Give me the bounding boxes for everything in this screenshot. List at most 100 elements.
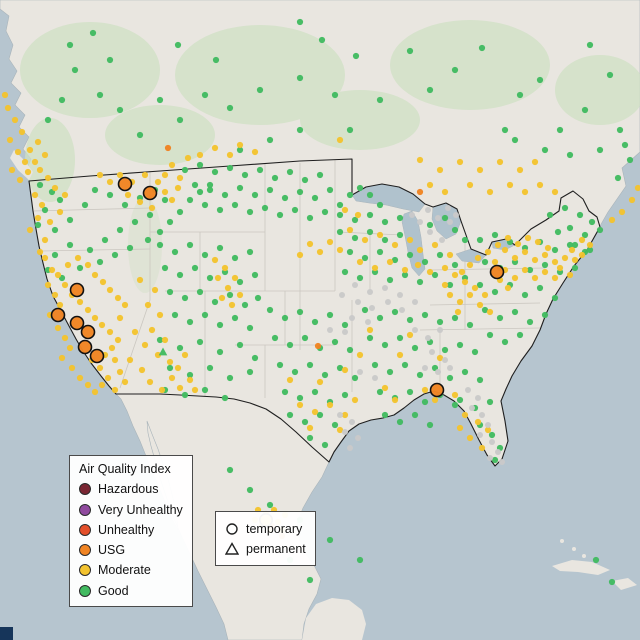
monitor-good [58,96,66,104]
monitor-good [516,91,524,99]
monitor-usg-temporary [489,264,505,280]
monitor-moderate [161,188,169,196]
monitor-moderate [531,274,539,282]
monitor-moderate [326,401,334,409]
monitor-good [246,208,254,216]
monitor-moderate [416,246,424,254]
monitor-no-data [445,205,451,211]
monitor-good [396,334,404,342]
monitor-moderate [168,374,176,382]
monitor-good [256,86,264,94]
monitor-moderate [551,258,559,266]
monitor-good [156,228,164,236]
monitor-good [551,294,559,302]
monitor-good [156,336,164,344]
monitor-no-data [487,455,493,461]
monitor-moderate [514,240,522,248]
monitor-good [246,248,254,256]
monitor-good [396,418,404,426]
monitor-moderate [401,266,409,274]
monitor-no-data [489,439,495,445]
monitor-good [96,258,104,266]
monitor-good [201,91,209,99]
monitor-good [566,224,574,232]
monitor-no-data [367,289,373,295]
monitor-good [581,106,589,114]
monitor-moderate [148,204,156,212]
monitor-good [126,244,134,252]
monitor-good [346,248,354,256]
monitor-no-data [447,365,453,371]
monitor-moderate [116,314,124,322]
monitor-moderate [618,208,626,216]
monitor-moderate [231,274,239,282]
monitor-moderate [121,301,129,309]
yucatan-peninsula [302,598,366,640]
monitor-good [96,91,104,99]
monitor-moderate [458,268,466,276]
monitor-moderate [608,216,616,224]
shape-legend-label: temporary [246,522,303,536]
monitor-good [196,288,204,296]
aqi-legend-label: Very Unhealthy [98,502,183,517]
monitor-good [281,388,289,396]
monitor-moderate [168,161,176,169]
monitor-moderate [191,386,199,394]
monitor-moderate [561,254,569,262]
monitor-good [391,308,399,316]
monitor-good [596,226,604,234]
circle-marker-icon [226,523,238,535]
monitor-good [201,386,209,394]
monitor-good [191,264,199,272]
monitor-good [491,288,499,296]
monitor-moderate [68,364,76,372]
monitor-good [66,216,74,224]
monitor-good [376,96,384,104]
monitor-good [91,186,99,194]
monitor-good [281,194,289,202]
monitor-moderate [41,254,49,262]
lake-michigan [401,210,426,277]
monitor-no-data [425,207,431,213]
monitor-no-data [347,445,353,451]
monitor-moderate [61,334,69,342]
monitor-moderate [536,181,544,189]
monitor-good [316,171,324,179]
monitor-usg [164,144,172,152]
monitor-moderate [111,386,119,394]
monitor-moderate [431,241,439,249]
monitor-moderate [421,386,429,394]
monitor-good [491,456,499,464]
monitor-good [431,271,439,279]
monitor-moderate [76,298,84,306]
monitor-good [89,29,97,37]
monitor-moderate [446,251,454,259]
monitor-moderate [91,271,99,279]
monitor-moderate [11,116,19,124]
monitor-good [461,236,469,244]
monitor-moderate [218,294,226,302]
monitor-moderate [484,426,492,434]
monitor-good [366,228,374,236]
moderate-swatch-icon [79,564,91,577]
monitor-moderate [251,148,259,156]
monitor-good [296,308,304,316]
monitor-good [566,151,574,159]
monitor-moderate [496,158,504,166]
monitor-moderate [106,328,114,336]
monitor-good [196,188,204,196]
aqi-legend-title: Air Quality Index [79,462,171,476]
monitor-good [521,291,529,299]
terrain-green-patches [20,20,640,293]
monitor-moderate [31,158,39,166]
monitor-moderate [441,281,449,289]
monitor-good [144,236,152,244]
monitor-no-data [469,405,475,411]
triangle-marker-icon [225,542,239,556]
monitor-good [161,264,169,272]
monitor-moderate [534,238,542,246]
monitor-good [216,206,224,214]
monitor-moderate [531,256,539,264]
monitor-good [554,228,562,236]
monitor-moderate [176,174,184,182]
